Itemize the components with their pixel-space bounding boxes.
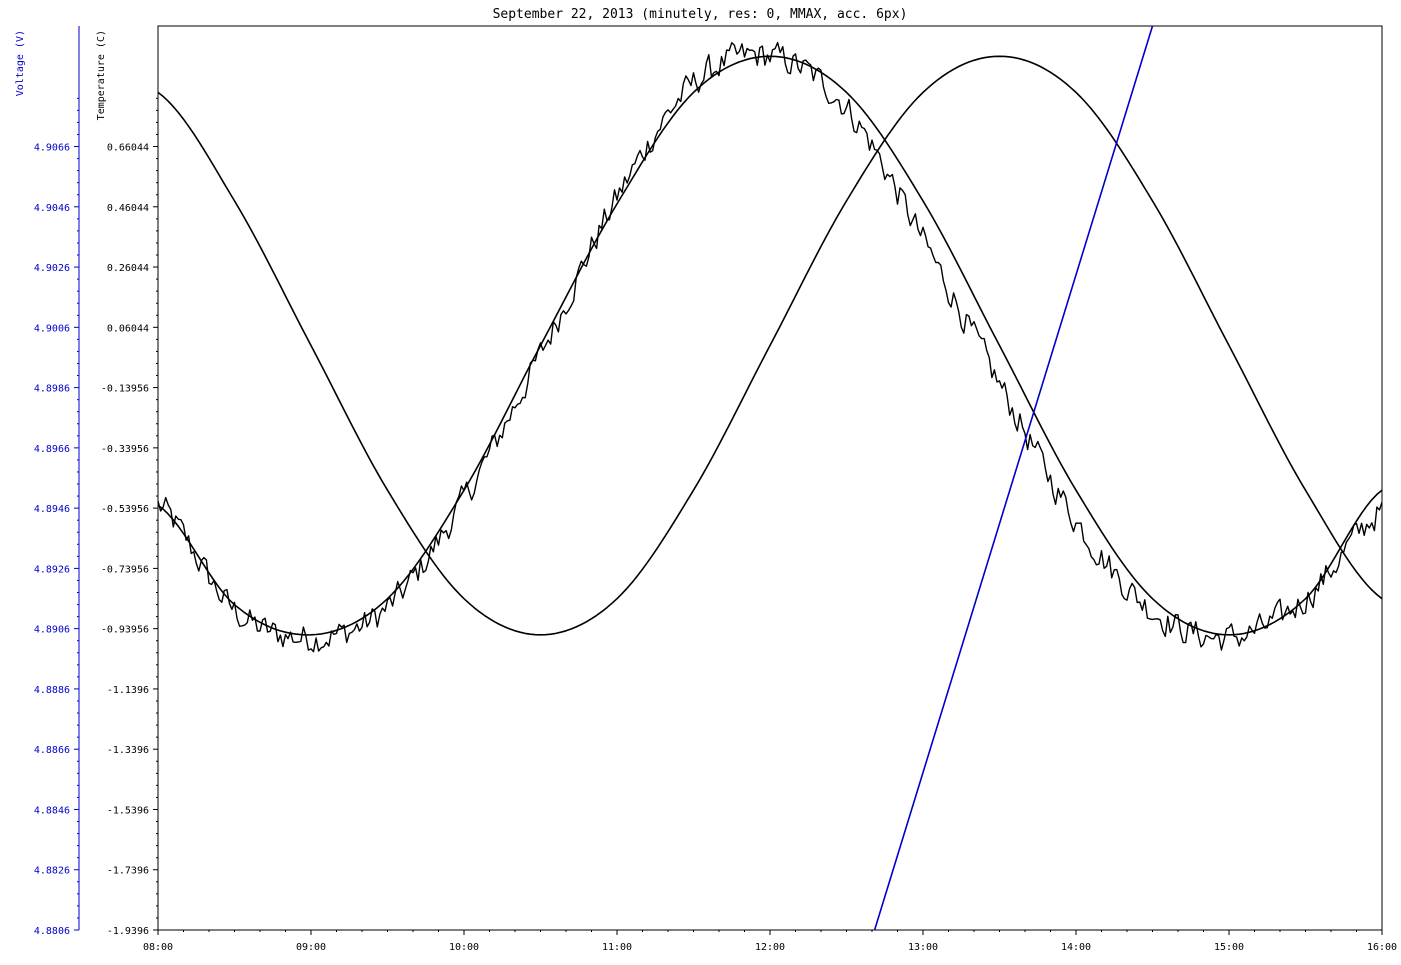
series-line-2: [158, 55, 1382, 636]
y-ticks-layer: 4.8806 4.8826 4.8846 4.8866 4.8886 4.8906 4.89…: [34, 97, 158, 937]
voltage-tick-label: 4.8946: [34, 504, 70, 515]
temperature-tick-label: 0.26044: [107, 263, 149, 274]
x-tick-label: 15:00: [1214, 942, 1244, 953]
temperature-tick-label: -0.93956: [101, 625, 149, 636]
series-line-0: [158, 41, 1382, 653]
series-layer: [158, 26, 1382, 930]
x-tick-label: 11:00: [602, 942, 632, 953]
temperature-tick-label: -0.73956: [101, 564, 149, 575]
temperature-tick-label: 0.46044: [107, 203, 149, 214]
temperature-tick-label: -1.5396: [107, 805, 149, 816]
voltage-tick-label: 4.9046: [34, 203, 70, 214]
voltage-tick-label: 4.8986: [34, 384, 70, 395]
temperature-tick-label: -1.1396: [107, 685, 149, 696]
temperature-tick-label: -0.13956: [101, 384, 149, 395]
temperature-tick-label: 0.06044: [107, 323, 149, 334]
temperature-tick-label: -1.3396: [107, 745, 149, 756]
voltage-tick-label: 4.9026: [34, 263, 70, 274]
temperature-axis-title: Temperature (C): [96, 30, 107, 120]
series-line-1: [158, 55, 1382, 636]
x-tick-label: 14:00: [1061, 942, 1091, 953]
x-tick-label: 09:00: [296, 942, 326, 953]
voltage-tick-label: 4.8866: [34, 745, 70, 756]
voltage-tick-label: 4.9066: [34, 143, 70, 154]
voltage-tick-label: 4.8846: [34, 805, 70, 816]
x-tick-label: 08:00: [143, 942, 173, 953]
voltage-tick-label: 4.8826: [34, 866, 70, 877]
x-tick-label: 16:00: [1367, 942, 1397, 953]
voltage-tick-label: 4.9006: [34, 323, 70, 334]
voltage-tick-label: 4.8906: [34, 625, 70, 636]
temperature-tick-label: -0.53956: [101, 504, 149, 515]
x-ticks-layer: 08:00 09:00 10:00 11:00 12:00 13:00 14:00 15:00…: [143, 930, 1397, 953]
voltage-tick-label: 4.8886: [34, 685, 70, 696]
x-tick-label: 13:00: [908, 942, 938, 953]
voltage-tick-label: 4.8806: [34, 926, 70, 937]
temperature-tick-label: -0.33956: [101, 444, 149, 455]
x-tick-label: 12:00: [755, 942, 785, 953]
x-tick-label: 10:00: [449, 942, 479, 953]
voltage-tick-label: 4.8926: [34, 564, 70, 575]
series-line-3: [873, 26, 1154, 930]
chart-title: September 22, 2013 (minutely, res: 0, MM…: [493, 7, 908, 22]
voltage-axis-title: Voltage (V): [15, 30, 26, 96]
temperature-tick-label: 0.66044: [107, 143, 149, 154]
temperature-tick-label: -1.9396: [107, 926, 149, 937]
voltage-tick-label: 4.8966: [34, 444, 70, 455]
temperature-tick-label: -1.7396: [107, 866, 149, 877]
